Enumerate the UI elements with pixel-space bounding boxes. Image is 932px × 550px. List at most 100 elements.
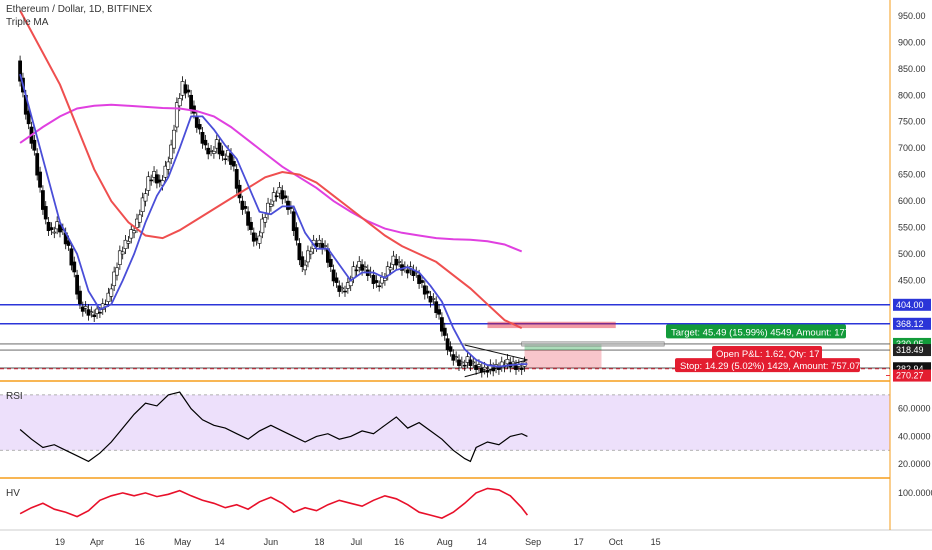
candle-body bbox=[260, 218, 265, 234]
candle-body bbox=[223, 158, 228, 161]
candle-body bbox=[283, 195, 288, 199]
candle-body bbox=[46, 221, 51, 232]
candle-body bbox=[117, 250, 122, 265]
candle-body bbox=[35, 153, 40, 176]
candle-body bbox=[92, 314, 97, 318]
y-tick-label: 700.00 bbox=[898, 143, 926, 153]
candle-body bbox=[172, 129, 176, 149]
candle-body bbox=[197, 124, 202, 130]
rsi-tick-label: 20.0000 bbox=[898, 459, 931, 469]
candle-body bbox=[200, 131, 205, 144]
candle-body bbox=[445, 338, 450, 351]
candle-body bbox=[52, 231, 57, 234]
candle-body bbox=[231, 161, 236, 167]
candle-body bbox=[297, 243, 302, 261]
candle-body bbox=[140, 197, 145, 212]
candle-body bbox=[422, 285, 427, 295]
candle-body bbox=[109, 288, 114, 297]
y-tick-label: 950.00 bbox=[898, 11, 926, 21]
price-tag-bg bbox=[893, 369, 931, 382]
candle-body bbox=[49, 227, 54, 230]
x-tick-label: Oct bbox=[609, 537, 624, 547]
candle-body bbox=[234, 169, 239, 189]
candle-body bbox=[351, 266, 356, 279]
candle-body bbox=[246, 211, 251, 226]
candle-body bbox=[123, 239, 128, 250]
candle-body bbox=[112, 271, 117, 287]
rsi-tick-label: 40.0000 bbox=[898, 431, 931, 441]
price-tag-label: 404.00 bbox=[896, 300, 924, 310]
x-tick-label: 19 bbox=[55, 537, 65, 547]
candle-body bbox=[32, 139, 37, 151]
y-tick-label: 550.00 bbox=[898, 223, 926, 233]
candle-body bbox=[363, 266, 367, 269]
target-label: Target: 45.49 (15.99%) 4549, Amount: 177… bbox=[671, 327, 869, 338]
candle-body bbox=[417, 274, 422, 284]
x-tick-label: 16 bbox=[394, 537, 404, 547]
candle-body bbox=[280, 190, 285, 200]
candle-body bbox=[308, 251, 313, 255]
candle-body bbox=[439, 317, 444, 332]
candle-body bbox=[300, 256, 305, 268]
y-tick-label: 500.00 bbox=[898, 249, 926, 259]
y-tick-label: 900.00 bbox=[898, 37, 926, 47]
price-tag-bg bbox=[893, 298, 931, 311]
candle-body bbox=[519, 367, 524, 370]
candle-body bbox=[482, 366, 487, 370]
rsi-tick-label: 60.0000 bbox=[898, 404, 931, 414]
candle-body bbox=[166, 161, 171, 170]
candle-body bbox=[146, 176, 151, 191]
candle-body bbox=[58, 224, 62, 233]
candle-body bbox=[98, 311, 102, 314]
candle-body bbox=[89, 311, 94, 313]
candle-body bbox=[257, 235, 262, 244]
candle-body bbox=[83, 306, 88, 309]
price-tag-label: 282.94 bbox=[896, 364, 924, 374]
indicator-label: Triple MA bbox=[6, 17, 49, 28]
y-tick-label: 450.00 bbox=[898, 275, 926, 285]
candle-body bbox=[189, 94, 194, 110]
price-tag-label: 318.49 bbox=[896, 345, 924, 355]
candle-body bbox=[343, 290, 347, 293]
candle-body bbox=[203, 139, 208, 146]
candle-body bbox=[477, 364, 481, 367]
x-tick-label: Jun bbox=[264, 537, 279, 547]
candle-body bbox=[80, 306, 85, 312]
candle-body bbox=[437, 309, 441, 315]
candle-body bbox=[374, 280, 379, 283]
candle-body bbox=[169, 144, 174, 160]
y-tick-label: 650.00 bbox=[898, 170, 926, 180]
candle-body bbox=[303, 264, 308, 271]
candle-body bbox=[177, 98, 182, 107]
candle-body bbox=[377, 285, 382, 288]
candle-body bbox=[334, 277, 339, 283]
range-box bbox=[521, 341, 665, 347]
x-tick-label: Aug bbox=[437, 537, 453, 547]
price-tag-bg bbox=[893, 344, 931, 357]
candle-body bbox=[249, 221, 253, 230]
candle-body bbox=[69, 248, 74, 266]
x-tick-label: Apr bbox=[90, 537, 104, 547]
candle-body bbox=[149, 179, 154, 182]
candle-body bbox=[294, 227, 299, 241]
candle-body bbox=[420, 280, 424, 283]
candle-body bbox=[431, 298, 436, 300]
candle-body bbox=[240, 200, 245, 210]
stop-label-bg bbox=[675, 358, 860, 373]
candle-body bbox=[286, 200, 290, 210]
candle-body bbox=[78, 290, 82, 305]
candle-body bbox=[397, 261, 402, 263]
candle-body bbox=[511, 361, 516, 365]
candle-body bbox=[243, 206, 248, 209]
candle-body bbox=[106, 292, 111, 302]
x-tick-label: Sep bbox=[525, 537, 541, 547]
candle-body bbox=[137, 214, 142, 223]
candle-body bbox=[95, 308, 99, 314]
candle-body bbox=[340, 287, 345, 290]
x-tick-label: 14 bbox=[477, 537, 487, 547]
candle-body bbox=[135, 218, 139, 228]
candle-body bbox=[425, 290, 430, 294]
target-zone bbox=[524, 343, 602, 351]
y-tick-label: 750.00 bbox=[898, 117, 926, 127]
